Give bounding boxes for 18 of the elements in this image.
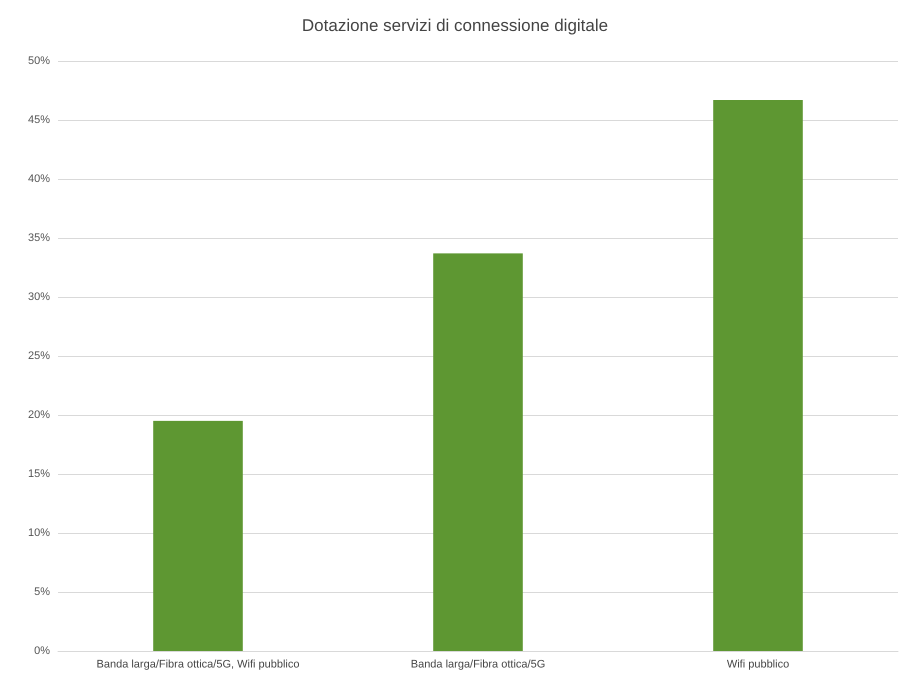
y-tick-label: 50% [28, 55, 50, 67]
x-tick-label: Banda larga/Fibra ottica/5G, Wifi pubblico [96, 658, 300, 670]
y-tick-label: 40% [28, 173, 50, 185]
x-tick-label: Wifi pubblico [726, 658, 790, 670]
y-tick-label: 0% [34, 645, 50, 657]
bar [713, 100, 803, 651]
chart-title: Dotazione servizi di connessione digitale [302, 16, 608, 35]
y-tick-label: 5% [34, 586, 50, 598]
y-tick-label: 15% [28, 468, 50, 480]
bar [153, 420, 243, 651]
y-tick-label: 10% [28, 527, 50, 539]
bar [433, 253, 523, 651]
y-tick-label: 25% [28, 350, 50, 362]
y-tick-label: 30% [28, 291, 50, 303]
y-tick-label: 45% [28, 114, 50, 126]
y-tick-label: 35% [28, 232, 50, 244]
y-tick-label: 20% [28, 409, 50, 421]
x-tick-label: Banda larga/Fibra ottica/5G [410, 658, 546, 670]
